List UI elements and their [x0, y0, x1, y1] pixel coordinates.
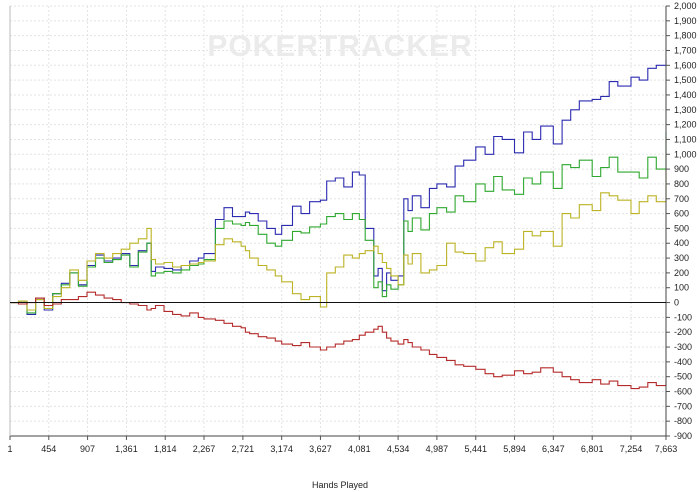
y-tick-label: 1,400 — [674, 90, 697, 100]
y-tick-label: 1,300 — [674, 105, 697, 115]
y-tick-label: 700 — [674, 194, 689, 204]
x-tick-label: 4,987 — [426, 444, 449, 454]
y-tick-label: 2,000 — [674, 1, 697, 11]
y-tick-labels: -900 -800 -700 -600 -500 -400 -300 -200 -100 0 100… — [674, 1, 697, 441]
x-tick-label: 1,814 — [154, 444, 177, 454]
y-tick-label: -500 — [674, 372, 692, 382]
watermark: POKERTRACKER — [207, 30, 472, 63]
y-tick-label: 400 — [674, 238, 689, 248]
y-tick-label: 1,600 — [674, 60, 697, 70]
y-tick-label: 600 — [674, 209, 689, 219]
y-tick-label: 1,100 — [674, 134, 697, 144]
y-tick-label: -800 — [674, 416, 692, 426]
x-tick-label: 5,441 — [464, 444, 487, 454]
x-tick-label: 3,174 — [270, 444, 293, 454]
series-layer — [10, 59, 667, 390]
y-tick-label: 900 — [674, 164, 689, 174]
x-tick-label: 6,801 — [581, 444, 604, 454]
y-tick-label: -400 — [674, 357, 692, 367]
series-line-3 — [10, 169, 667, 311]
grid-layer — [9, 5, 667, 437]
y-tick-label: 1,900 — [674, 16, 697, 26]
axis-layer — [9, 5, 670, 440]
x-tick-label: 4,081 — [348, 444, 371, 454]
x-tick-label: 6,347 — [542, 444, 565, 454]
y-tick-label: 1,500 — [674, 75, 697, 85]
y-tick-label: 1,200 — [674, 120, 697, 130]
y-tick-label: -200 — [674, 327, 692, 337]
x-axis-title: Hands Played — [312, 480, 368, 490]
y-tick-label: 1,700 — [674, 45, 697, 55]
x-tick-label: 7,254 — [620, 444, 643, 454]
y-tick-label: 800 — [674, 179, 689, 189]
y-tick-label: -300 — [674, 342, 692, 352]
x-tick-label: 7,663 — [655, 444, 678, 454]
y-tick-label: -900 — [674, 431, 692, 441]
y-tick-label: 300 — [674, 253, 689, 263]
x-tick-label: 1,361 — [115, 444, 138, 454]
x-tick-labels: 1 454 907 1,361 1,814 2,267 2,721 3,174 3,627 4,0… — [7, 444, 677, 454]
y-tick-label: 100 — [674, 283, 689, 293]
x-tick-label: 4,534 — [387, 444, 410, 454]
y-tick-label: 200 — [674, 268, 689, 278]
x-tick-label: 907 — [80, 444, 95, 454]
x-tick-label: 2,267 — [193, 444, 216, 454]
x-tick-label: 3,627 — [309, 444, 332, 454]
y-tick-label: 0 — [674, 298, 679, 308]
series-line-4 — [10, 291, 667, 390]
y-tick-label: -600 — [674, 387, 692, 397]
y-tick-label: 500 — [674, 223, 689, 233]
series-line-2 — [10, 132, 667, 314]
x-tick-label: 1 — [7, 444, 12, 454]
y-tick-label: -700 — [674, 401, 692, 411]
y-tick-label: 1,000 — [674, 149, 697, 159]
x-tick-label: 2,721 — [232, 444, 255, 454]
y-tick-label: -100 — [674, 312, 692, 322]
y-tick-label: 1,800 — [674, 31, 697, 41]
x-tick-label: 5,894 — [503, 444, 526, 454]
series-line-1 — [10, 59, 667, 315]
x-tick-label: 454 — [41, 444, 56, 454]
